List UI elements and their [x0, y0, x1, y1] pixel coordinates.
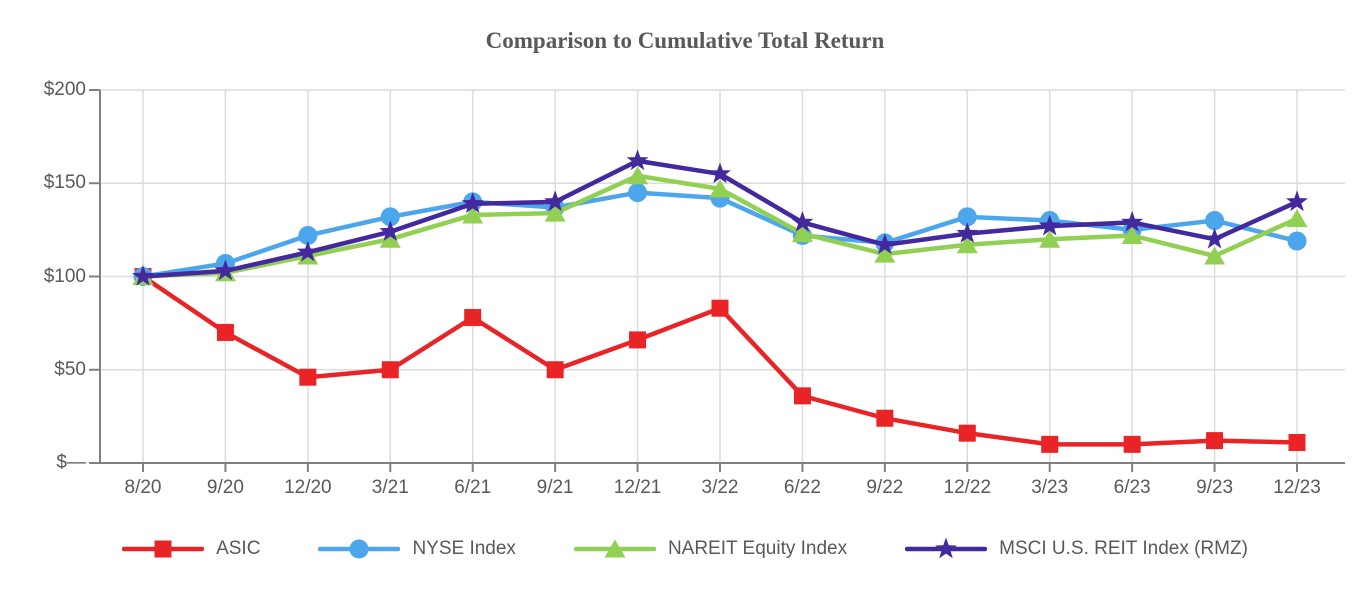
square-marker — [711, 299, 729, 317]
legend-item-nareit-equity-index: NAREIT Equity Index — [573, 536, 848, 562]
triangle-marker — [462, 205, 484, 224]
x-tick-label: 6/21 — [454, 477, 492, 498]
square-marker — [464, 309, 482, 327]
triangle-marker — [1286, 209, 1308, 228]
y-tick-label: $100 — [43, 265, 86, 287]
y-tick-label: $— — [56, 452, 86, 473]
star-marker — [935, 537, 958, 559]
star-marker — [1038, 214, 1061, 236]
star-marker — [132, 265, 154, 286]
x-tick-label: 6/23 — [1113, 477, 1151, 498]
star-marker — [873, 233, 896, 255]
square-marker — [216, 323, 234, 341]
x-tick-label: 3/23 — [1031, 477, 1069, 498]
star-marker — [626, 149, 649, 171]
square-marker — [154, 540, 172, 558]
star-marker — [544, 190, 567, 212]
star-marker — [1121, 210, 1144, 232]
triangle-marker — [544, 203, 566, 222]
square-marker — [546, 361, 564, 379]
triangle-marker — [874, 244, 896, 263]
star-marker — [1286, 190, 1308, 212]
y-tick-label: $200 — [43, 79, 86, 100]
x-tick-label: 9/22 — [866, 477, 904, 498]
x-tick-label: 12/23 — [1273, 477, 1321, 498]
triangle-marker — [1039, 229, 1061, 248]
square-marker — [1206, 432, 1224, 450]
x-tick-label: 12/20 — [284, 477, 332, 498]
star-marker — [461, 192, 484, 214]
x-tick-label: 9/23 — [1196, 477, 1234, 498]
legend-label: ASIC — [216, 538, 261, 559]
star-marker — [379, 220, 402, 242]
circle-marker — [628, 183, 648, 203]
legend-item-asic: ASIC — [122, 536, 260, 562]
y-tick-label: $50 — [54, 358, 86, 380]
circle-legend-marker-icon — [318, 539, 401, 559]
triangle-marker — [379, 229, 401, 248]
x-tick-label: 12/22 — [943, 477, 992, 498]
legend-item-msci-u-s-reit-index-rmz: MSCI U.S. REIT Index (RMZ) — [905, 536, 1248, 562]
chart-title: Comparison to Cumulative Total Return — [485, 28, 885, 53]
x-tick-label: 3/22 — [701, 477, 739, 498]
triangle-marker — [1204, 246, 1226, 265]
star-marker — [956, 222, 979, 243]
circle-marker — [298, 225, 318, 245]
star-marker — [1203, 227, 1226, 249]
x-tick-label: 9/20 — [206, 477, 244, 498]
x-tick-label: 3/21 — [371, 477, 409, 498]
star-marker — [214, 259, 237, 281]
square-marker — [629, 331, 647, 349]
square-legend-marker-icon — [122, 540, 205, 558]
triangle-marker — [604, 539, 626, 558]
star-marker — [791, 210, 814, 232]
x-tick-label: 12/21 — [613, 477, 662, 498]
star-marker — [709, 162, 731, 184]
y-tick-label: $150 — [43, 172, 86, 194]
triangle-marker — [791, 224, 813, 243]
star-legend-marker-icon — [905, 537, 988, 559]
circle-marker — [1287, 231, 1307, 251]
star-marker — [296, 240, 319, 262]
legend-label: NAREIT Equity Index — [667, 538, 848, 559]
square-marker — [876, 409, 894, 427]
triangle-marker — [1121, 225, 1143, 244]
chart-canvas — [89, 89, 1345, 472]
triangle-legend-marker-icon — [573, 539, 656, 558]
square-marker — [1041, 435, 1059, 453]
circle-marker — [1205, 211, 1225, 231]
legend-label: MSCI U.S. REIT Index (RMZ) — [999, 538, 1248, 559]
square-marker — [958, 424, 976, 442]
square-marker — [381, 361, 399, 379]
square-marker — [1288, 433, 1306, 451]
triangle-marker — [627, 166, 649, 185]
legend-item-nyse-index: NYSE Index — [318, 536, 516, 562]
square-marker — [1123, 435, 1141, 453]
square-marker — [299, 368, 317, 386]
legend-label: NYSE Index — [412, 538, 516, 559]
triangle-marker — [709, 179, 731, 198]
x-tick-label: 6/22 — [783, 477, 821, 498]
x-tick-label: 8/20 — [124, 477, 162, 498]
square-marker — [793, 387, 811, 405]
legend: ASIC NYSE Index NAREIT Equity Index MSCI U.… — [0, 536, 1370, 562]
circle-marker — [380, 207, 400, 227]
circle-marker — [349, 539, 369, 559]
circle-marker — [957, 207, 977, 227]
x-tick-label: 9/21 — [536, 477, 574, 498]
triangle-marker — [956, 235, 978, 254]
